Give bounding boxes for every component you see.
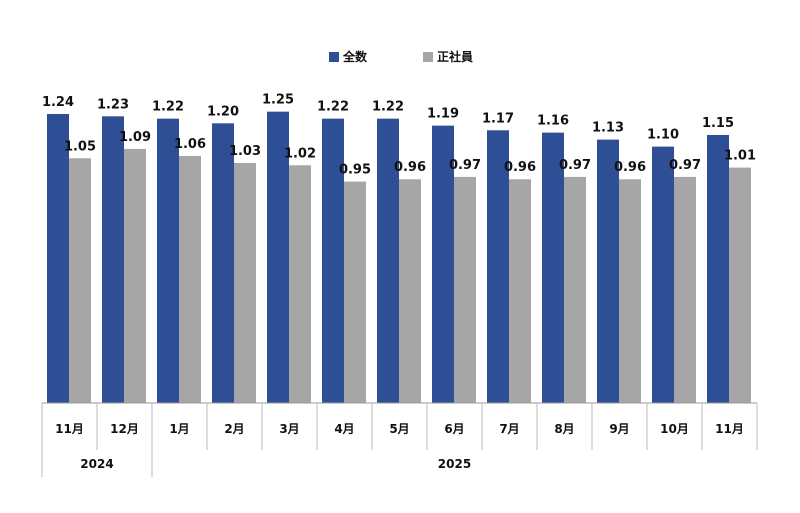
year-label-0: 2024 (80, 457, 113, 471)
bar-total-9 (542, 132, 564, 403)
data-label-regular-3: 1.03 (229, 144, 261, 159)
bar-total-11 (652, 146, 674, 403)
data-label-total-10: 1.13 (592, 121, 624, 136)
x-tick-label-1: 12月 (110, 422, 139, 436)
bar-total-6 (377, 118, 399, 404)
data-label-total-0: 1.24 (42, 95, 74, 110)
bar-regular-7 (454, 176, 476, 403)
bar-total-2 (157, 118, 179, 404)
data-label-regular-8: 0.96 (504, 160, 536, 175)
data-label-regular-7: 0.97 (449, 158, 481, 173)
data-label-total-11: 1.10 (647, 128, 679, 143)
bar-total-12 (707, 134, 729, 403)
legend-label-total: 全数 (342, 49, 368, 64)
bar-regular-9 (564, 176, 586, 403)
year-label-1: 2025 (438, 457, 471, 471)
data-label-total-1: 1.23 (97, 97, 129, 112)
x-tick-label-3: 2月 (224, 422, 244, 436)
bar-regular-5 (344, 181, 366, 403)
data-label-regular-12: 1.01 (724, 149, 756, 164)
bar-total-8 (487, 130, 509, 404)
legend-swatch-regular (423, 52, 433, 62)
bar-total-4 (267, 111, 289, 404)
legend-label-regular: 正社員 (437, 49, 473, 64)
data-label-regular-0: 1.05 (64, 139, 96, 154)
data-label-total-2: 1.22 (152, 100, 184, 115)
data-label-regular-6: 0.96 (394, 160, 426, 175)
data-label-total-12: 1.15 (702, 116, 734, 131)
bar-total-7 (432, 125, 454, 403)
data-label-total-3: 1.20 (207, 104, 239, 119)
bar-total-1 (102, 116, 124, 404)
x-tick-label-7: 6月 (444, 422, 464, 436)
x-tick-label-4: 3月 (279, 422, 299, 436)
bar-regular-12 (729, 167, 751, 403)
legend-swatch-total (329, 52, 339, 62)
bar-regular-8 (509, 179, 531, 403)
bar-total-5 (322, 118, 344, 404)
data-label-regular-10: 0.96 (614, 160, 646, 175)
data-label-total-7: 1.19 (427, 107, 459, 122)
x-tick-label-0: 11月 (55, 422, 84, 436)
data-label-total-5: 1.22 (317, 100, 349, 115)
bar-regular-4 (289, 165, 311, 403)
bar-total-10 (597, 139, 619, 403)
x-tick-label-2: 1月 (169, 422, 189, 436)
data-label-regular-11: 0.97 (669, 158, 701, 173)
data-label-total-4: 1.25 (262, 93, 294, 108)
x-tick-label-11: 10月 (660, 422, 689, 436)
x-tick-label-12: 11月 (715, 422, 744, 436)
data-label-regular-5: 0.95 (339, 163, 371, 178)
legend: 全数 正社員 (329, 49, 473, 64)
data-label-total-8: 1.17 (482, 111, 514, 126)
x-tick-label-6: 5月 (389, 422, 409, 436)
x-tick-label-9: 8月 (554, 422, 574, 436)
data-label-regular-4: 1.02 (284, 146, 316, 161)
data-label-total-6: 1.22 (372, 100, 404, 115)
plot-area: 1.241.051.231.091.221.061.201.031.251.02… (42, 93, 756, 404)
x-tick-label-8: 7月 (499, 422, 519, 436)
x-tick-label-10: 9月 (609, 422, 629, 436)
x-axis: 11月 12月 1月 2月 3月 4月 5月 6月 7月 8月 9月 10月 11月 2024 2025 (41, 402, 758, 477)
data-label-regular-1: 1.09 (119, 130, 151, 145)
bar-regular-2 (179, 155, 201, 403)
bar-regular-11 (674, 176, 696, 403)
data-label-regular-2: 1.06 (174, 137, 206, 152)
x-tick-label-5: 4月 (334, 422, 354, 436)
bar-total-3 (212, 123, 234, 404)
bar-regular-6 (399, 179, 421, 403)
bar-regular-0 (69, 158, 91, 403)
bar-regular-1 (124, 148, 146, 403)
data-label-regular-9: 0.97 (559, 158, 591, 173)
bar-total-0 (47, 113, 69, 403)
bar-regular-3 (234, 162, 256, 403)
data-label-total-9: 1.16 (537, 114, 569, 129)
bar-regular-10 (619, 179, 641, 403)
